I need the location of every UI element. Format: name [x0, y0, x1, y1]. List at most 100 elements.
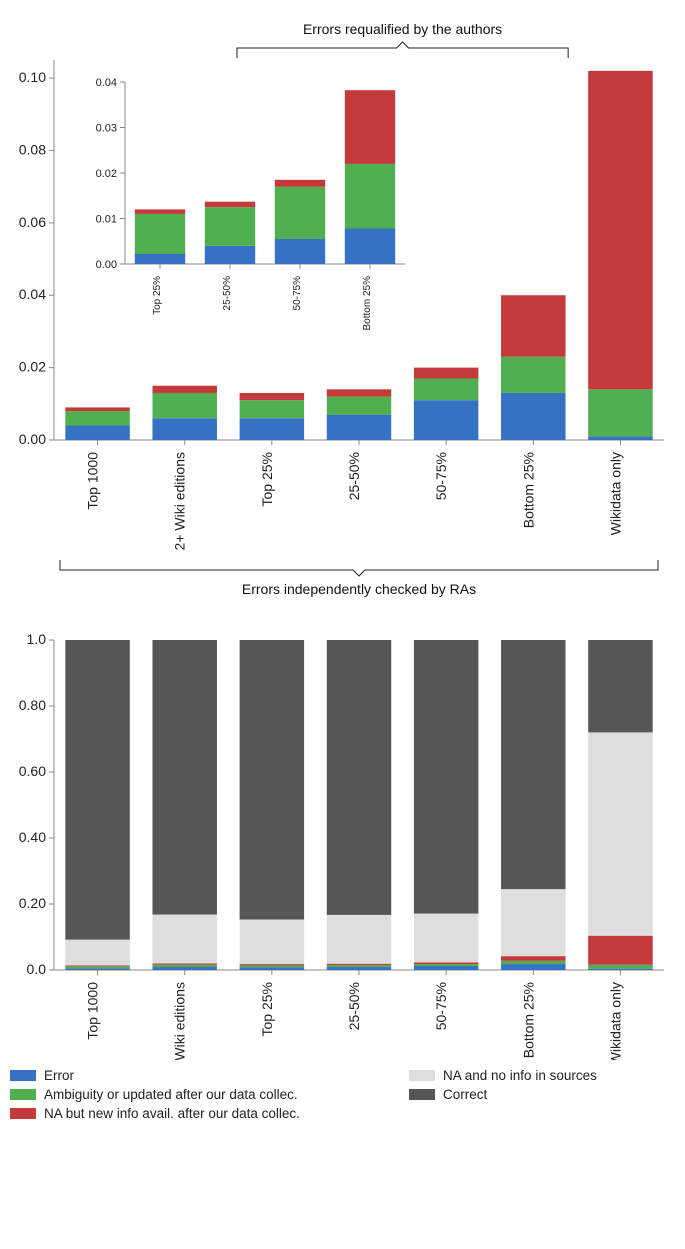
bottom-bracket-label: Errors independently checked by RAs: [242, 581, 476, 597]
bar-segment: [135, 254, 185, 264]
y-tick-label: 0.10: [19, 69, 46, 85]
bar-segment: [327, 964, 391, 965]
bar-segment: [327, 965, 391, 967]
bar-segment: [65, 968, 129, 970]
x-tick-label: Top 25%: [152, 276, 163, 315]
y-tick-label: 0.00: [96, 259, 117, 271]
bar-segment: [327, 415, 391, 440]
x-tick-label: 25-50%: [346, 982, 362, 1030]
bar-segment: [345, 229, 395, 264]
x-tick-label: 2+ Wiki editions: [172, 452, 188, 550]
y-tick-label: 0.02: [96, 168, 117, 180]
top-bracket-label: Errors requalified by the authors: [303, 21, 502, 37]
bar-segment: [414, 640, 478, 914]
bar-segment: [135, 214, 185, 254]
y-tick-label: 0.03: [96, 123, 117, 135]
y-tick-label: 0.40: [19, 829, 46, 845]
y-tick-label: 1.0: [27, 631, 47, 647]
x-tick-label: 2+ Wiki editions: [172, 982, 188, 1060]
y-tick-label: 0.01: [96, 214, 117, 226]
bar-segment: [205, 207, 255, 246]
bar-segment: [240, 640, 304, 920]
bar-segment: [501, 640, 565, 889]
bar-segment: [327, 389, 391, 396]
y-tick-label: 0.60: [19, 763, 46, 779]
x-tick-label: 50-75%: [292, 276, 303, 311]
legend-swatch: [10, 1070, 36, 1081]
bar-segment: [414, 914, 478, 963]
x-tick-label: 50-75%: [433, 452, 449, 500]
bar-segment: [275, 187, 325, 239]
bottom-chart: 0.00.200.400.600.801.0Top 10002+ Wiki ed…: [10, 630, 675, 1060]
y-tick-label: 0.00: [19, 431, 46, 447]
x-tick-label: Wikidata only: [607, 982, 623, 1060]
bar-segment: [501, 357, 565, 393]
bar-segment: [327, 915, 391, 964]
legend-swatch: [10, 1108, 36, 1119]
legend-item: NA but new info avail. after our data co…: [10, 1106, 409, 1121]
top-chart: 0.00 0.02 0.04 0.06 0.08 0.10 Top 1000 2+ Wiki …: [10, 10, 675, 630]
bar-segment: [414, 964, 478, 966]
bar-segment: [588, 969, 652, 970]
legend-swatch: [409, 1089, 435, 1100]
bar-segment: [501, 295, 565, 357]
bar-segment: [345, 90, 395, 164]
bar-segment: [152, 915, 216, 964]
y-tick-label: 0.20: [19, 895, 46, 911]
y-tick-label: 0.08: [19, 141, 46, 157]
bar-segment: [414, 378, 478, 400]
bar-segment: [205, 202, 255, 207]
legend-swatch: [409, 1070, 435, 1081]
bar-segment: [588, 436, 652, 440]
bar-segment: [588, 389, 652, 436]
y-tick-label: 0.06: [19, 214, 46, 230]
x-tick-label: Bottom 25%: [520, 452, 536, 528]
x-tick-label: Wikidata only: [607, 452, 623, 535]
bar-segment: [588, 732, 652, 935]
x-tick-label: Bottom 25%: [362, 276, 373, 331]
bar-segment: [588, 71, 652, 389]
bar-segment: [501, 964, 565, 970]
bar-segment: [327, 397, 391, 415]
legend-label: Correct: [443, 1087, 487, 1102]
bar-segment: [65, 407, 129, 411]
bar-segment: [205, 246, 255, 264]
bar-segment: [240, 418, 304, 440]
bar-segment: [152, 386, 216, 393]
legend-swatch: [10, 1089, 36, 1100]
bar-segment: [65, 965, 129, 966]
legend-label: NA but new info avail. after our data co…: [44, 1106, 300, 1121]
bar-segment: [65, 411, 129, 425]
y-tick-label: 0.04: [19, 286, 46, 302]
bar-segment: [240, 400, 304, 418]
x-tick-label: Bottom 25%: [520, 982, 536, 1058]
legend-item: Error: [10, 1068, 409, 1083]
legend-label: Error: [44, 1068, 74, 1083]
legend: ErrorAmbiguity or updated after our data…: [10, 1066, 675, 1123]
bar-segment: [152, 640, 216, 915]
bar-segment: [345, 164, 395, 229]
bar-segment: [240, 967, 304, 970]
bar-segment: [327, 640, 391, 915]
bar-segment: [588, 936, 652, 965]
bar-segment: [152, 965, 216, 967]
bar-segment: [240, 393, 304, 400]
y-tick-label: 0.04: [96, 77, 117, 89]
x-tick-label: Top 25%: [259, 452, 275, 506]
x-tick-label: Top 1000: [85, 452, 101, 510]
bar-segment: [588, 640, 652, 732]
bar-segment: [501, 956, 565, 961]
x-tick-label: Top 1000: [85, 982, 101, 1040]
bar-segment: [414, 400, 478, 440]
bar-segment: [501, 961, 565, 964]
bar-segment: [65, 426, 129, 440]
bar-segment: [414, 962, 478, 964]
x-tick-label: 50-75%: [433, 982, 449, 1030]
bar-segment: [275, 180, 325, 187]
x-tick-label: 25-50%: [346, 452, 362, 500]
bar-segment: [152, 963, 216, 964]
y-tick-label: 0.0: [27, 961, 47, 977]
bar-segment: [135, 209, 185, 214]
bar-segment: [152, 418, 216, 440]
x-tick-label: 25-50%: [222, 276, 233, 311]
